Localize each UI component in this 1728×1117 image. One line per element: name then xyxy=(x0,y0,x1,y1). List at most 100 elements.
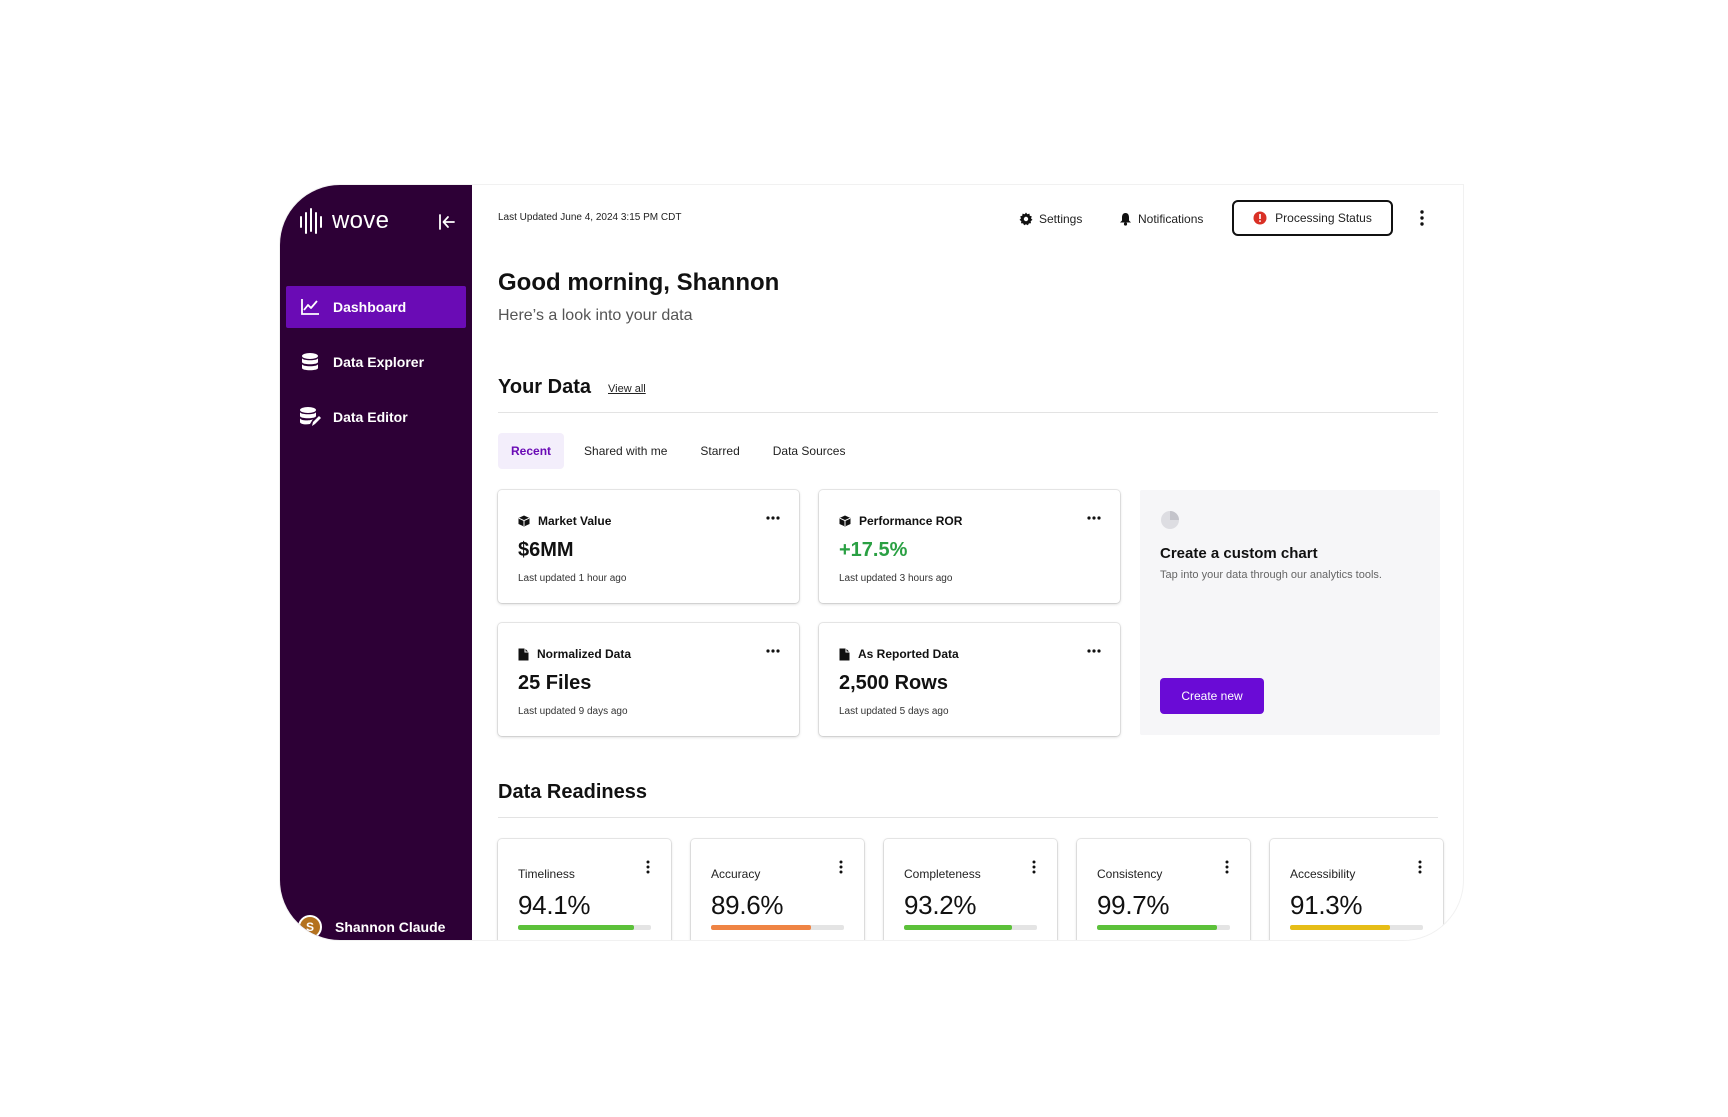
create-new-button[interactable]: Create new xyxy=(1160,678,1264,714)
bell-icon xyxy=(1120,213,1131,226)
user-name: Shannon Claude xyxy=(335,919,446,935)
card-value: $6MM xyxy=(518,539,574,561)
metric-progress-track xyxy=(1097,925,1230,930)
custom-chart-subtitle: Tap into your data through our analytics… xyxy=(1160,569,1382,581)
metric-card-accessibility[interactable]: Accessibility 91.3% xyxy=(1270,839,1443,940)
wove-logo-icon xyxy=(300,208,322,234)
database-edit-icon xyxy=(299,406,321,428)
gear-icon xyxy=(1019,212,1033,226)
sidebar-item-label: Data Explorer xyxy=(333,354,425,370)
data-card-normalized-data[interactable]: Normalized Data 25 Files Last updated 9 … xyxy=(498,623,799,736)
card-title: Market Value xyxy=(538,514,612,528)
app-window: wove Dashboard Data Explorer xyxy=(280,185,1463,940)
card-more-icon[interactable] xyxy=(1086,512,1102,524)
cube-icon xyxy=(518,515,530,527)
card-more-icon[interactable] xyxy=(765,645,781,657)
file-icon xyxy=(518,648,529,660)
metric-progress-track xyxy=(711,925,844,930)
metric-label: Completeness xyxy=(904,867,981,881)
card-title: Performance ROR xyxy=(859,514,963,528)
notifications-label: Notifications xyxy=(1138,212,1204,226)
metric-value: 91.3% xyxy=(1290,890,1363,920)
card-value: +17.5% xyxy=(839,539,908,561)
metric-more-icon[interactable] xyxy=(1224,859,1230,875)
metric-progress-track xyxy=(518,925,651,930)
card-header: Market Value xyxy=(518,514,611,528)
sidebar-item-label: Dashboard xyxy=(333,299,407,315)
card-header: Performance ROR xyxy=(839,514,962,528)
metric-label: Consistency xyxy=(1097,867,1163,881)
card-value: 2,500 Rows xyxy=(839,672,948,694)
processing-status-button[interactable]: Processing Status xyxy=(1232,200,1393,236)
card-value: 25 Files xyxy=(518,672,592,694)
database-icon xyxy=(299,351,321,373)
cube-icon xyxy=(839,515,851,527)
line-chart-icon xyxy=(299,296,321,318)
metric-label: Accessibility xyxy=(1290,867,1356,881)
collapse-sidebar-icon[interactable] xyxy=(436,211,458,233)
avatar: S xyxy=(298,915,322,939)
sidebar: wove Dashboard Data Explorer xyxy=(280,185,472,940)
tab-data-sources[interactable]: Data Sources xyxy=(772,444,846,458)
metric-label: Accuracy xyxy=(711,867,761,881)
sidebar-nav: Dashboard Data Explorer Data Editor xyxy=(286,286,466,451)
card-updated: Last updated 3 hours ago xyxy=(839,573,953,584)
more-options-icon[interactable] xyxy=(1416,207,1428,229)
data-card-as-reported-data[interactable]: As Reported Data 2,500 Rows Last updated… xyxy=(819,623,1120,736)
file-icon xyxy=(839,648,850,660)
last-updated-text: Last Updated June 4, 2024 3:15 PM CDT xyxy=(498,212,682,223)
card-title: As Reported Data xyxy=(858,647,959,661)
divider xyxy=(498,817,1438,818)
data-readiness-heading: Data Readiness xyxy=(498,781,647,803)
view-all-link[interactable]: View all xyxy=(608,383,646,395)
your-data-heading: Your Data xyxy=(498,376,591,398)
metric-label: Timeliness xyxy=(518,867,575,881)
settings-button[interactable]: Settings xyxy=(1019,207,1082,231)
metric-card-consistency[interactable]: Consistency 99.7% xyxy=(1077,839,1250,940)
metric-progress-track xyxy=(904,925,1037,930)
sidebar-item-dashboard[interactable]: Dashboard xyxy=(286,286,466,328)
data-card-market-value[interactable]: Market Value $6MM Last updated 1 hour ag… xyxy=(498,490,799,603)
card-header: As Reported Data xyxy=(839,647,959,661)
custom-chart-card: Create a custom chart Tap into your data… xyxy=(1140,490,1440,735)
metric-progress-track xyxy=(1290,925,1423,930)
sidebar-item-data-explorer[interactable]: Data Explorer xyxy=(286,341,466,383)
tab-recent[interactable]: Recent xyxy=(498,433,565,469)
card-header: Normalized Data xyxy=(518,647,631,661)
data-tabs: Recent Shared with me Starred Data Sourc… xyxy=(498,433,865,469)
metric-card-timeliness[interactable]: Timeliness 94.1% xyxy=(498,839,671,940)
metric-card-completeness[interactable]: Completeness 93.2% xyxy=(884,839,1057,940)
sidebar-item-label: Data Editor xyxy=(333,409,408,425)
tab-starred[interactable]: Starred xyxy=(700,444,740,458)
metric-value: 89.6% xyxy=(711,890,784,920)
metric-progress-fill xyxy=(711,925,811,930)
metric-more-icon[interactable] xyxy=(1417,859,1423,875)
metric-progress-fill xyxy=(904,925,1012,930)
page-title: Good morning, Shannon xyxy=(498,269,780,296)
metric-value: 93.2% xyxy=(904,890,977,920)
card-more-icon[interactable] xyxy=(1086,645,1102,657)
card-updated: Last updated 9 days ago xyxy=(518,706,628,717)
metric-more-icon[interactable] xyxy=(838,859,844,875)
metric-more-icon[interactable] xyxy=(1031,859,1037,875)
sidebar-item-data-editor[interactable]: Data Editor xyxy=(286,396,466,438)
pie-chart-icon xyxy=(1161,511,1179,529)
tab-shared-with-me[interactable]: Shared with me xyxy=(584,444,668,458)
processing-status-label: Processing Status xyxy=(1275,211,1372,225)
divider xyxy=(498,412,1438,413)
custom-chart-title: Create a custom chart xyxy=(1160,545,1318,562)
notifications-button[interactable]: Notifications xyxy=(1119,207,1203,231)
metric-progress-fill xyxy=(1097,925,1217,930)
card-updated: Last updated 5 days ago xyxy=(839,706,949,717)
metric-progress-fill xyxy=(518,925,635,930)
metric-more-icon[interactable] xyxy=(645,859,651,875)
card-title: Normalized Data xyxy=(537,647,632,661)
alert-icon xyxy=(1253,211,1267,225)
data-card-performance-ror[interactable]: Performance ROR +17.5% Last updated 3 ho… xyxy=(819,490,1120,603)
card-more-icon[interactable] xyxy=(765,512,781,524)
logo[interactable]: wove xyxy=(298,205,389,237)
user-profile[interactable]: S Shannon Claude xyxy=(298,915,445,939)
logo-text: wove xyxy=(332,207,390,234)
metric-value: 99.7% xyxy=(1097,890,1170,920)
metric-card-accuracy[interactable]: Accuracy 89.6% xyxy=(691,839,864,940)
